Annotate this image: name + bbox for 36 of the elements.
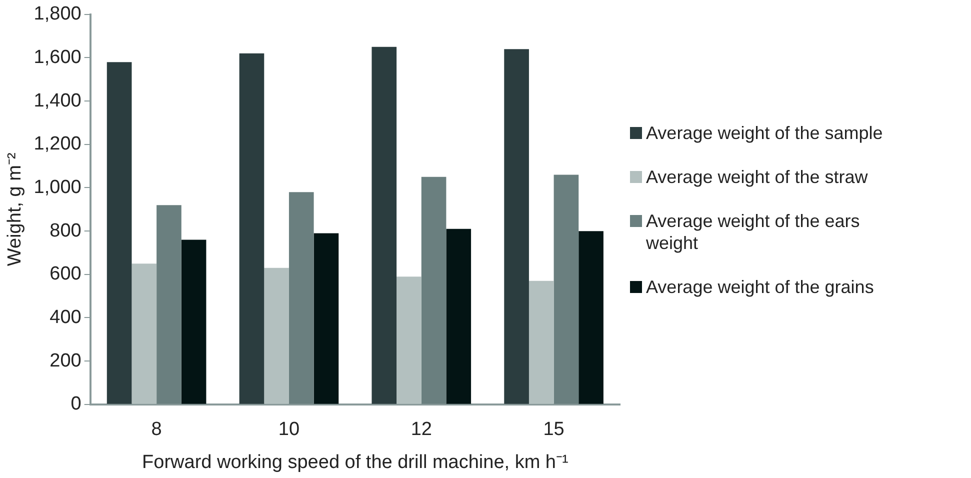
x-tick-label: 8 <box>151 419 162 440</box>
bar <box>264 268 289 404</box>
bar <box>181 240 206 404</box>
x-tick-label: 10 <box>278 419 300 440</box>
y-tick-label: 400 <box>50 306 82 328</box>
bar <box>106 62 132 404</box>
bar <box>421 176 446 404</box>
y-tick-label: 1,600 <box>34 46 82 68</box>
bar <box>156 205 182 404</box>
bar <box>504 49 529 404</box>
bar <box>132 264 157 404</box>
y-tick-label: 1,000 <box>34 176 82 198</box>
legend-label: Average weight of the sample <box>646 122 883 144</box>
y-tick-label: 200 <box>50 350 82 372</box>
x-tick-label: 15 <box>543 419 564 440</box>
y-tick-label: 600 <box>50 264 82 285</box>
legend-label: Average weight of the straw <box>646 166 868 188</box>
bar <box>288 192 314 404</box>
y-tick-label: 1,400 <box>34 90 82 112</box>
legend-label: Average weight of the ears weight <box>646 210 861 254</box>
y-tick-label: 0 <box>70 394 82 415</box>
y-axis-title: Weight, g m⁻² <box>4 152 26 266</box>
bar <box>446 228 472 404</box>
x-axis-title: Forward working speed of the drill machine, km h⁻¹ <box>142 452 568 473</box>
y-tick-label: 1,200 <box>34 134 82 155</box>
bar <box>554 174 579 404</box>
bar <box>528 280 554 404</box>
bar <box>372 46 397 404</box>
y-tick-label: 1,800 <box>34 4 82 25</box>
x-tick-label: 12 <box>410 419 432 440</box>
y-tick-label: 800 <box>50 220 82 242</box>
bar <box>578 231 604 404</box>
bar <box>239 53 264 404</box>
bar <box>314 233 339 404</box>
bar <box>396 276 422 404</box>
legend-label: Average weight of the grains <box>646 276 874 298</box>
